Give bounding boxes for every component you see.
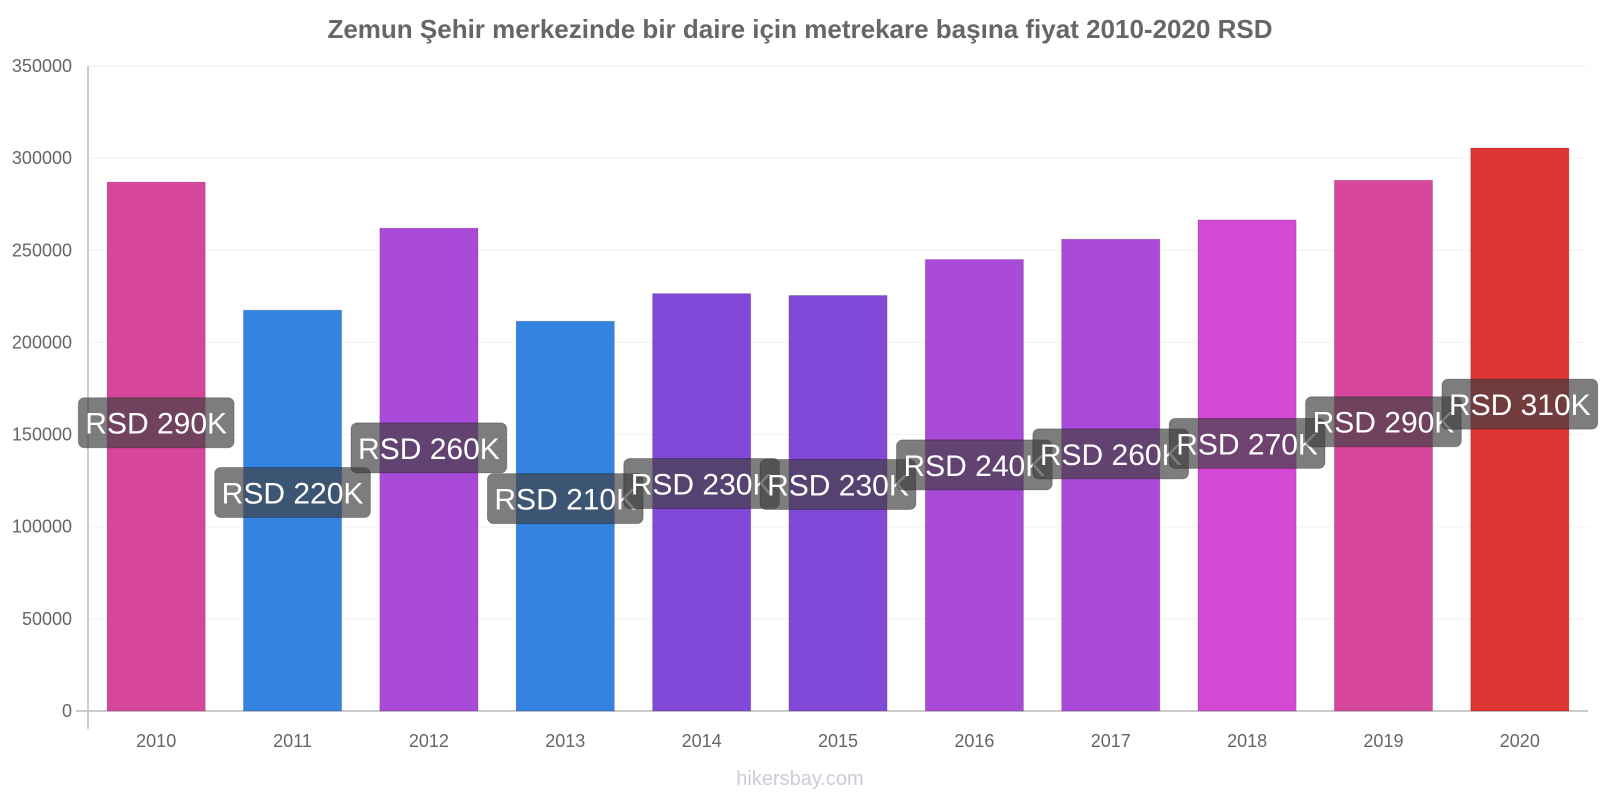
x-tick-label: 2015	[818, 731, 858, 751]
y-tick-label: 300000	[12, 148, 72, 168]
data-label: RSD 220K	[214, 467, 371, 519]
x-tick-label: 2014	[682, 731, 722, 751]
y-tick-label: 0	[62, 701, 72, 721]
y-tick-label: 150000	[12, 425, 72, 445]
x-tick-label: 2011	[273, 731, 312, 751]
data-label-box	[214, 467, 371, 519]
data-label: RSD 270K	[1168, 417, 1326, 469]
data-label: RSD 260K	[1032, 428, 1190, 480]
data-label-text: RSD 270K	[1176, 428, 1318, 461]
data-label-text: RSD 240K	[903, 450, 1045, 483]
bar-2020	[1470, 147, 1570, 712]
data-label-text: RSD 290K	[85, 408, 227, 441]
data-label-text: RSD 230K	[767, 470, 909, 503]
data-label-text: RSD 290K	[1313, 407, 1455, 440]
data-label-text: RSD 260K	[1040, 439, 1182, 472]
x-tick-label: 2010	[136, 731, 176, 751]
data-label: RSD 260K	[350, 422, 508, 474]
data-label-text: RSD 310K	[1449, 389, 1591, 422]
data-label-text: RSD 210K	[494, 484, 636, 517]
x-tick-label: 2013	[545, 731, 585, 751]
data-label: RSD 210K	[486, 473, 644, 525]
data-label-box	[1441, 378, 1599, 430]
chart-title: Zemun Şehir merkezinde bir daire için me…	[327, 14, 1273, 44]
data-label-text: RSD 260K	[358, 433, 500, 466]
y-tick-label: 200000	[12, 332, 72, 352]
data-label-text: RSD 220K	[222, 478, 364, 511]
data-label-box	[77, 397, 235, 449]
data-label: RSD 290K	[77, 397, 235, 449]
data-label: RSD 240K	[895, 439, 1053, 491]
data-label: RSD 230K	[759, 459, 917, 511]
data-label: RSD 310K	[1441, 378, 1599, 430]
y-tick-label: 250000	[12, 240, 72, 260]
y-tick-label: 50000	[22, 609, 72, 629]
x-tick-label: 2020	[1500, 731, 1540, 751]
x-tick-label: 2012	[409, 731, 449, 751]
data-label: RSD 290K	[1305, 396, 1462, 448]
y-tick-label: 350000	[12, 56, 72, 76]
x-tick-label: 2018	[1227, 731, 1267, 751]
x-tick-label: 2016	[954, 731, 994, 751]
data-label-box	[350, 422, 508, 474]
data-label: RSD 230K	[623, 458, 781, 510]
watermark: hikersbay.com	[736, 768, 864, 790]
x-tick-label: 2017	[1091, 731, 1131, 751]
data-label-text: RSD 230K	[631, 469, 773, 502]
x-tick-label: 2019	[1363, 731, 1403, 751]
y-tick-label: 100000	[12, 517, 72, 537]
